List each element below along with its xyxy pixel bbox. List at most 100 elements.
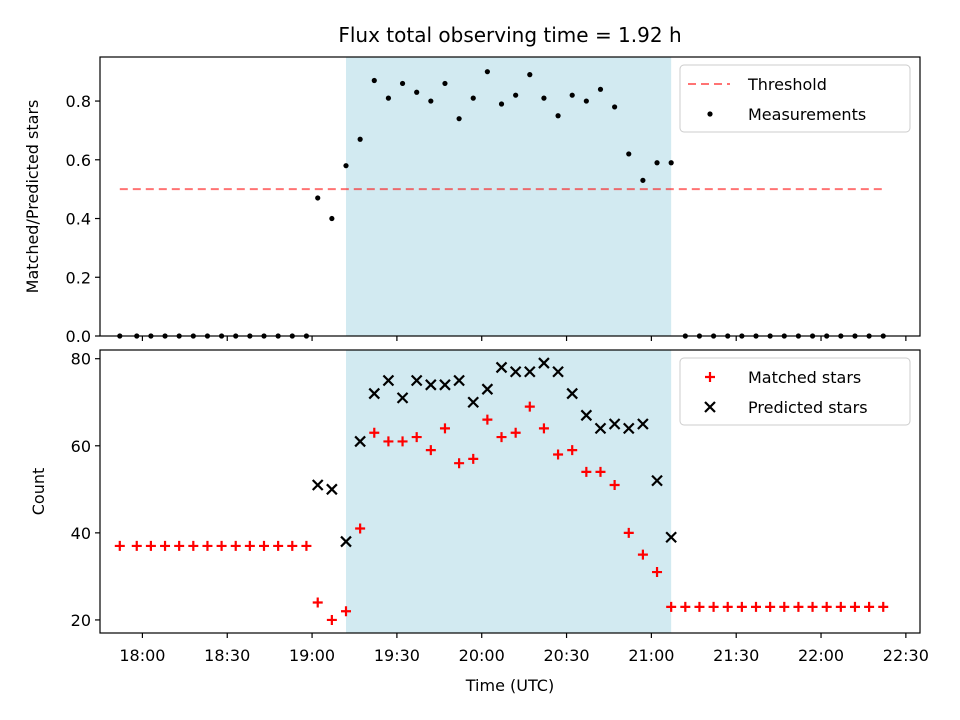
matched-star-marker	[425, 445, 436, 456]
predicted-star-marker	[552, 365, 564, 378]
predicted-star-marker	[651, 474, 663, 487]
predicted-star-marker	[425, 379, 437, 391]
matched-star-marker	[666, 601, 677, 612]
measurement-point	[668, 160, 674, 166]
y-tick-label: 0.6	[66, 151, 91, 170]
measurement-point	[626, 151, 632, 157]
x-tick-label: 21:30	[713, 646, 759, 665]
predicted-star-marker	[622, 422, 635, 435]
legend-label: Predicted stars	[748, 398, 868, 417]
predicted-star-marker	[368, 387, 381, 400]
matched-star-marker	[623, 527, 634, 538]
legend-label: Threshold	[747, 75, 827, 94]
shaded-region	[346, 350, 672, 633]
predicted-star-marker	[326, 483, 338, 496]
count-panel: 20 40 60 80 18:00 18:30 19:00 19:30 20:00 20:30 2…	[29, 349, 929, 695]
measurement-point	[428, 98, 434, 104]
time-x-ticks: 18:00 18:30 19:00 19:30 20:00 20:30 21:00 21:30…	[119, 633, 929, 665]
measurement-point	[371, 77, 377, 84]
matched-star-marker	[694, 601, 705, 612]
legend-matched-swatch	[705, 372, 715, 382]
matched-star-marker	[174, 540, 185, 551]
matched-star-marker	[553, 449, 564, 460]
matched-star-marker	[482, 414, 493, 425]
ratio-legend: Threshold Measurements	[679, 64, 911, 133]
matched-star-marker	[369, 427, 380, 438]
matched-star-marker	[807, 601, 818, 612]
matched-star-marker	[259, 540, 269, 551]
matched-star-marker	[273, 540, 284, 551]
predicted-star-marker	[594, 422, 607, 435]
predicted-star-marker	[665, 531, 677, 543]
matched-star-marker	[878, 601, 889, 612]
x-tick-label: 18:00	[119, 646, 165, 665]
ratio-y-ticks: 0.0 0.2 0.4 0.6 0.8	[66, 92, 100, 346]
matched-star-marker	[216, 540, 227, 551]
predicted-star-marker	[382, 374, 395, 387]
x-tick-label: 19:30	[374, 646, 420, 665]
ratio-panel: 0.00.20.40.60.8 Matched/Predicted stars …	[23, 56, 921, 346]
predicted-star-marker	[340, 535, 352, 548]
matched-star-marker	[439, 423, 450, 434]
matched-star-marker	[538, 423, 549, 434]
measurement-point	[654, 160, 660, 166]
predicted-star-marker	[580, 409, 593, 422]
matched-star-marker	[581, 466, 592, 477]
shaded-region	[346, 57, 672, 336]
predicted-star-marker	[311, 479, 324, 491]
legend-measurement-swatch	[707, 111, 713, 117]
x-tick-label: 21:00	[628, 646, 674, 665]
ratio-x-ticks	[141, 336, 907, 341]
matched-star-marker	[779, 601, 790, 612]
matched-star-marker	[355, 523, 366, 534]
measurement-point	[640, 177, 646, 183]
predicted-star-marker	[410, 374, 423, 387]
y-tick-label: 0.2	[66, 268, 91, 287]
matched-star-marker	[131, 540, 142, 551]
observing-window-shade	[346, 350, 672, 633]
measurement-point	[597, 86, 604, 92]
x-tick-label: 22:30	[883, 646, 929, 665]
matched-star-marker	[145, 540, 156, 551]
matched-star-marker	[411, 432, 422, 443]
x-tick-label: 20:30	[543, 646, 589, 665]
measurement-point	[498, 101, 505, 107]
matched-star-marker	[312, 597, 323, 608]
predicted-star-marker	[467, 396, 480, 409]
legend-label: Matched stars	[748, 368, 861, 387]
matched-star-marker	[496, 432, 507, 443]
matched-star-marker	[652, 567, 663, 578]
matched-star-marker	[301, 540, 312, 551]
measurement-point	[385, 95, 392, 101]
matched-stars-points	[114, 401, 889, 625]
predicted-star-marker	[354, 435, 366, 448]
count-y-ticks: 20 40 60 80	[71, 350, 100, 630]
ratio-panel-frame	[99, 56, 921, 337]
matched-star-marker	[864, 601, 875, 612]
predicted-stars-points	[311, 357, 677, 548]
measurement-point	[484, 69, 490, 75]
measurement-point	[315, 195, 321, 201]
measurement-point	[329, 215, 335, 222]
matched-star-marker	[595, 466, 606, 477]
matched-star-marker	[736, 601, 747, 612]
measurement-point	[583, 98, 589, 104]
matched-star-marker	[637, 549, 648, 560]
matched-star-marker	[751, 601, 761, 612]
predicted-star-marker	[608, 418, 621, 430]
measurement-point	[513, 92, 519, 98]
y-tick-label: 20	[71, 611, 91, 630]
x-tick-label: 20:00	[459, 646, 505, 665]
matched-star-marker	[708, 601, 719, 612]
matched-star-marker	[202, 540, 213, 551]
y-tick-label: 0.0	[66, 327, 91, 346]
ratio-y-axis-label: Matched/Predicted stars	[23, 100, 42, 294]
matched-star-marker	[244, 540, 255, 551]
matched-star-marker	[680, 601, 691, 612]
matched-star-marker	[230, 540, 241, 551]
predicted-star-marker	[524, 365, 536, 378]
predicted-star-marker	[509, 365, 522, 378]
measurement-point	[527, 72, 533, 78]
legend-box	[679, 64, 911, 133]
